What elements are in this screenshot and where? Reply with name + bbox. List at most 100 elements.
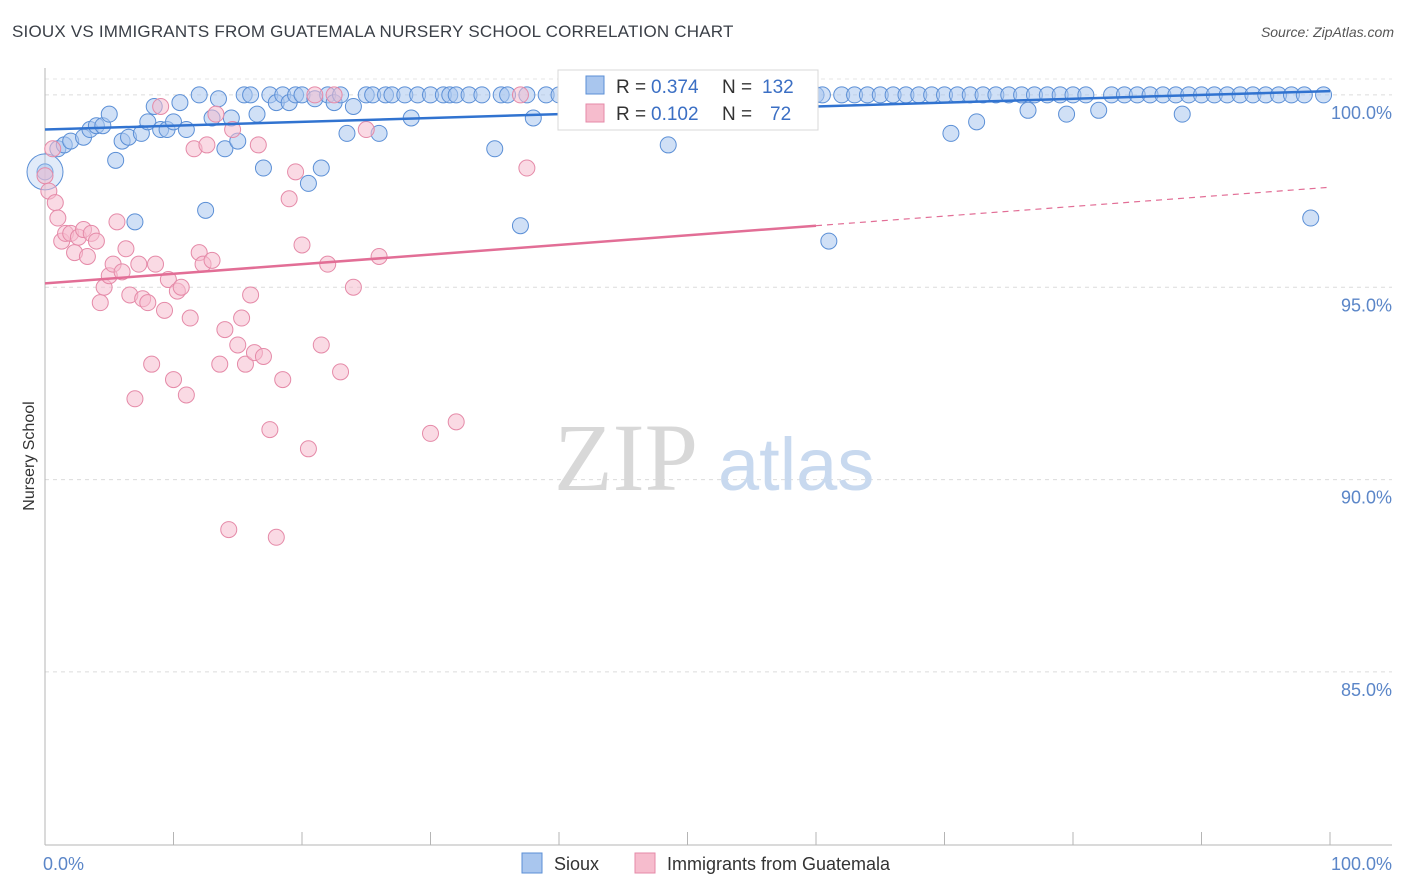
stats-swatch-guatemala [585, 103, 605, 123]
sioux-point-113 [1077, 86, 1095, 104]
guatemala-point-35 [181, 309, 199, 327]
guatemala-point-54 [267, 528, 285, 546]
guatemala-point-0 [36, 167, 54, 185]
sioux-point-19 [171, 94, 189, 112]
guatemala-point-69 [447, 413, 465, 431]
guatemala-point-46 [229, 336, 247, 354]
x-tick-label-min: 0.0% [43, 854, 84, 874]
legend: Sioux Immigrants from Guatemala [521, 852, 891, 874]
sioux-point-133 [1315, 86, 1333, 104]
legend-swatch-guatemala [634, 852, 656, 874]
guatemala-point-40 [203, 251, 221, 269]
y-tick-labels: 100.0% 95.0% 90.0% 85.0% [1331, 103, 1392, 700]
guatemala-point-64 [332, 363, 350, 381]
sioux-point-59 [473, 86, 491, 104]
guatemala-point-58 [293, 236, 311, 254]
guatemala-point-11 [78, 247, 96, 265]
sioux-point-121 [1173, 105, 1191, 123]
sioux-point-111 [1058, 105, 1076, 123]
sioux-point-31 [254, 159, 272, 177]
guatemala-point-57 [287, 163, 305, 181]
guatemala-point-42 [211, 355, 229, 373]
sioux-point-38 [299, 174, 317, 192]
stats-guatemala-r-value: 0.102 [651, 104, 699, 125]
guatemala-points [36, 86, 536, 546]
legend-label-sioux: Sioux [554, 854, 599, 874]
watermark-zip: ZIP [554, 404, 698, 511]
guatemala-point-48 [236, 355, 254, 373]
sioux-point-60 [486, 140, 504, 158]
guatemala-point-25 [139, 294, 157, 312]
guatemala-point-68 [422, 424, 439, 442]
sioux-point-114 [1090, 101, 1108, 119]
guatemala-point-47 [233, 309, 251, 327]
guatemala-point-70 [511, 86, 529, 104]
guatemala-point-18 [108, 213, 126, 231]
guatemala-point-44 [220, 521, 238, 539]
guatemala-point-14 [91, 294, 109, 312]
guatemala-trend-extension [815, 186, 1331, 227]
guatemala-point-67 [370, 247, 388, 265]
x-ticks [44, 832, 1331, 845]
guatemala-point-29 [156, 301, 174, 319]
guatemala-point-53 [261, 421, 279, 439]
guatemala-point-33 [172, 278, 190, 296]
y-tick-label-90: 90.0% [1341, 488, 1392, 508]
guatemala-point-13 [87, 232, 105, 250]
sioux-point-107 [1019, 101, 1037, 119]
sioux-point-12 [126, 213, 144, 231]
guatemala-point-34 [177, 386, 195, 404]
y-tick-label-100: 100.0% [1331, 103, 1392, 123]
sioux-point-102 [968, 113, 986, 131]
sioux-point-44 [338, 124, 356, 142]
guatemala-point-61 [312, 336, 330, 354]
guatemala-point-3 [46, 194, 64, 212]
guatemala-point-62 [319, 255, 337, 273]
y-axis-title: Nursery School [21, 401, 38, 510]
guatemala-point-19 [113, 263, 131, 281]
sioux-point-131 [1295, 86, 1313, 104]
guatemala-point-31 [165, 371, 182, 389]
guatemala-point-27 [147, 255, 165, 273]
y-tick-label-85: 85.0% [1341, 680, 1392, 700]
guatemala-point-55 [274, 371, 292, 389]
sioux-point-9 [107, 151, 125, 169]
sioux-point-8 [100, 105, 118, 123]
guatemala-point-51 [249, 136, 267, 154]
guatemala-point-28 [152, 97, 170, 115]
watermark: ZIP atlas [554, 404, 874, 511]
guatemala-point-65 [344, 278, 362, 296]
gridlines [45, 78, 1392, 673]
guatemala-point-41 [207, 105, 225, 123]
sioux-point-21 [190, 86, 208, 104]
guatemala-point-20 [117, 240, 135, 258]
guatemala-point-71 [518, 159, 536, 177]
sioux-point-132 [1302, 209, 1320, 227]
sioux-point-29 [242, 86, 260, 104]
guatemala-point-59 [299, 440, 317, 458]
sioux-point-76 [659, 136, 677, 154]
guatemala-point-22 [126, 390, 144, 408]
sioux-point-99 [942, 124, 960, 142]
sioux-point-22 [197, 201, 215, 219]
x-tick-labels: 0.0% 100.0% [43, 854, 1392, 874]
guatemala-point-43 [216, 321, 234, 339]
guatemala-point-49 [242, 286, 260, 304]
sioux-point-45 [344, 97, 362, 115]
stats-sioux-r-value: 0.374 [651, 77, 699, 98]
x-tick-label-max: 100.0% [1331, 854, 1392, 874]
guatemala-point-56 [280, 190, 298, 208]
guatemala-trend-line [44, 224, 817, 285]
stats-guatemala-n-label: N = [722, 104, 752, 125]
chart-title: SIOUX VS IMMIGRANTS FROM GUATEMALA NURSE… [12, 22, 734, 41]
guatemala-point-66 [357, 121, 375, 139]
guatemala-point-63 [325, 86, 343, 104]
guatemala-point-60 [306, 86, 324, 104]
sioux-point-40 [312, 159, 330, 177]
guatemala-point-23 [130, 255, 148, 273]
guatemala-point-26 [143, 355, 161, 373]
sioux-point-25 [216, 140, 234, 158]
guatemala-point-39 [198, 136, 216, 154]
sioux-point-89 [820, 232, 838, 250]
